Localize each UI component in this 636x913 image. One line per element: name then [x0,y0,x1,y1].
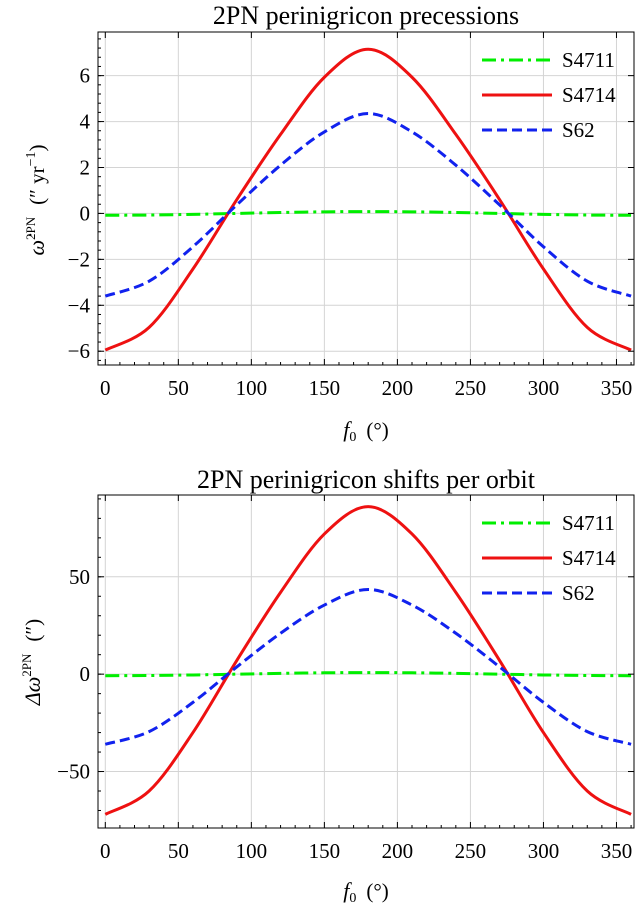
y-tick-label: 0 [80,201,91,225]
tick-marks [98,32,634,365]
x-tick-label: 250 [455,839,487,863]
plot-frame [97,31,635,366]
y-tick-label: 50 [69,565,90,589]
legend-label: S62 [562,118,595,142]
series-line-s4714 [104,505,632,816]
series-line-s4714 [104,47,632,352]
legend-label: S4714 [562,546,616,570]
x-tick-label: 200 [382,839,414,863]
x-tick-label: 150 [309,376,341,400]
y-tick-label: −4 [68,293,91,317]
tick-marks [98,495,634,828]
x-tick-label: 0 [100,376,111,400]
x-tick-label: 50 [168,376,189,400]
series-line-s62 [104,112,632,298]
chart-shifts: 2PN perinigricon shifts per orbit 0 50 100… [19,465,635,906]
x-tick-labels: 0 50 100 150 200 250 300 350 [100,839,632,863]
legend-label: S4711 [562,48,615,72]
y-axis-label: ω̇2PN(″ yr−1) [23,144,49,255]
y-tick-label: −6 [68,339,90,363]
plot-frame [97,494,635,829]
x-tick-label: 300 [528,839,560,863]
series-layer [104,505,632,816]
y-axis-label: Δω2PN(″) [19,619,45,706]
x-tick-label: 200 [382,376,414,400]
y-tick-label: −50 [57,760,90,784]
chart-precessions: 2PN perinigricon precessions 0 50 100 150 20… [23,1,635,445]
series-line-s62 [104,587,632,746]
legend-label: S62 [562,581,595,605]
x-tick-label: 150 [309,839,341,863]
y-tick-label: 0 [80,662,91,686]
grid [98,32,634,365]
series-line-s4711 [105,671,632,678]
x-tick-label: 350 [601,839,633,863]
x-axis-label: f0 (°) [343,417,389,445]
x-tick-labels: 0 50 100 150 200 250 300 350 [100,376,632,400]
x-tick-label: 50 [168,839,189,863]
y-tick-label: −2 [68,247,90,271]
chart-title: 2PN perinigricon shifts per orbit [197,465,536,494]
y-tick-label: 2 [80,155,91,179]
grid [98,495,634,828]
legend-label: S4714 [562,83,616,107]
series-line-s4711 [105,210,632,217]
y-tick-label: 4 [80,110,91,134]
legend: S4711 S4714 S62 [482,48,616,142]
legend: S4711 S4714 S62 [482,511,616,605]
x-tick-label: 250 [455,376,487,400]
x-tick-label: 100 [236,376,268,400]
chart-title: 2PN perinigricon precessions [213,1,519,30]
x-tick-label: 100 [236,839,268,863]
x-tick-label: 350 [601,376,633,400]
y-tick-labels: −6 −4 −2 0 2 4 6 [68,64,91,364]
y-tick-label: 6 [80,64,91,88]
x-tick-label: 300 [528,376,560,400]
x-tick-label: 0 [100,839,111,863]
series-layer [104,47,632,352]
legend-label: S4711 [562,511,615,535]
y-tick-labels: −50 0 50 [57,565,90,784]
x-axis-label: f0 (°) [343,878,389,906]
